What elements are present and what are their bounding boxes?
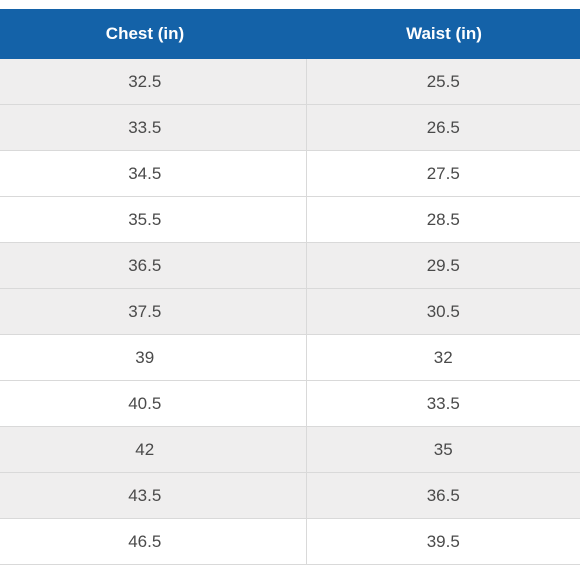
table-row: 43.5 36.5 — [0, 472, 580, 519]
waist-cell: 35 — [306, 426, 580, 473]
chest-cell: 46.5 — [0, 518, 307, 565]
header-row: Chest (in) Waist (in) — [0, 9, 580, 59]
table-row: 46.5 39.5 — [0, 518, 580, 565]
waist-cell: 30.5 — [306, 288, 580, 335]
chest-cell: 34.5 — [0, 150, 307, 197]
chest-cell: 40.5 — [0, 380, 307, 427]
table-row: 42 35 — [0, 426, 580, 473]
waist-cell: 36.5 — [306, 472, 580, 519]
chest-cell: 33.5 — [0, 104, 307, 151]
waist-cell: 26.5 — [306, 104, 580, 151]
waist-cell: 27.5 — [306, 150, 580, 197]
header-waist: Waist (in) — [306, 9, 580, 59]
table-row: 33.5 26.5 — [0, 104, 580, 151]
table-row: 39 32 — [0, 334, 580, 381]
waist-cell: 39.5 — [306, 518, 580, 565]
table-row: 35.5 28.5 — [0, 196, 580, 243]
waist-cell: 25.5 — [306, 59, 580, 105]
header-chest: Chest (in) — [0, 9, 306, 59]
chest-cell: 42 — [0, 426, 307, 473]
table-row: 36.5 29.5 — [0, 242, 580, 289]
waist-cell: 28.5 — [306, 196, 580, 243]
waist-cell: 29.5 — [306, 242, 580, 289]
waist-cell: 32 — [306, 334, 580, 381]
chest-cell: 36.5 — [0, 242, 307, 289]
chest-cell: 37.5 — [0, 288, 307, 335]
waist-cell: 33.5 — [306, 380, 580, 427]
table-row: 40.5 33.5 — [0, 380, 580, 427]
table-row: 37.5 30.5 — [0, 288, 580, 335]
table-body: 32.5 25.5 33.5 26.5 34.5 27.5 35.5 28.5 … — [0, 59, 580, 565]
table-row: 34.5 27.5 — [0, 150, 580, 197]
chest-cell: 43.5 — [0, 472, 307, 519]
chest-cell: 32.5 — [0, 59, 307, 105]
table-header: Chest (in) Waist (in) — [0, 9, 580, 59]
chest-cell: 35.5 — [0, 196, 307, 243]
table-row: 32.5 25.5 — [0, 59, 580, 105]
size-chart-table: Chest (in) Waist (in) 32.5 25.5 33.5 26.… — [0, 9, 580, 565]
chest-cell: 39 — [0, 334, 307, 381]
